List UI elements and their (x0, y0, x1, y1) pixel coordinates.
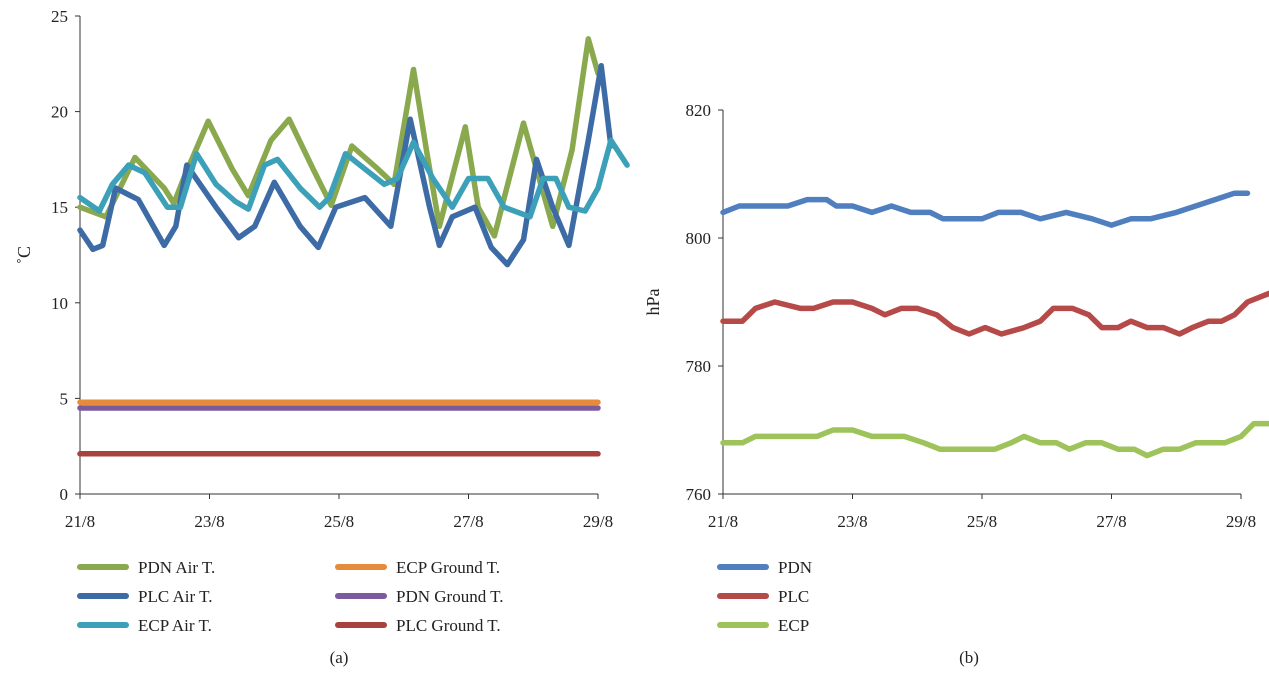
panel-b-pressure-chart: 760 780 800 820 21/8 23/8 25/8 27/8 29/8 hPa PDN PL… (643, 101, 1269, 667)
panel-label: (b) (959, 648, 979, 667)
legend-label: PDN Ground T. (396, 587, 504, 606)
y-tick-label: 5 (60, 389, 69, 408)
x-tick-label: 25/8 (324, 512, 354, 531)
x-tick-label: 27/8 (453, 512, 483, 531)
series-line-pdn (720, 190, 1251, 228)
series-line-pdn-air-t (77, 36, 601, 239)
y-tick-label: 15 (51, 198, 68, 217)
y-tick-label: 20 (51, 103, 68, 122)
panel-a-temperature-chart: 0 5 10 15 20 25 21/8 23/8 25/8 27/8 29/8 ˚C PDN Air … (14, 7, 630, 667)
legend-label: ECP Ground T. (396, 558, 500, 577)
x-tick-label: 29/8 (583, 512, 613, 531)
x-tick-label: 25/8 (967, 512, 997, 531)
x-tick-label: 23/8 (194, 512, 224, 531)
y-tick-label: 760 (686, 485, 712, 504)
y-tick-label: 25 (51, 7, 68, 26)
y-tick-label: 800 (686, 229, 712, 248)
legend-label: PDN Air T. (138, 558, 215, 577)
legend-label: PDN (778, 558, 812, 577)
legend-label: PLC Air T. (138, 587, 212, 606)
x-tick-label: 21/8 (708, 512, 738, 531)
y-tick-label: 820 (686, 101, 712, 120)
panel-label: (a) (330, 648, 349, 667)
legend-label: ECP Air T. (138, 616, 212, 635)
series-line-plc (720, 290, 1269, 337)
x-tick-label: 27/8 (1096, 512, 1126, 531)
y-tick-label: 0 (60, 485, 69, 504)
legend-label: PLC Ground T. (396, 616, 501, 635)
x-tick-label: 29/8 (1226, 512, 1256, 531)
series-line-ecp-air-t (77, 137, 630, 220)
y-axis-label: ˚C (14, 246, 34, 264)
y-tick-label: 780 (686, 357, 712, 376)
y-axis-label: hPa (643, 288, 663, 315)
series-line-ecp (720, 420, 1269, 459)
legend-label: PLC (778, 587, 809, 606)
legend-label: ECP (778, 616, 809, 635)
x-tick-label: 23/8 (837, 512, 867, 531)
x-tick-label: 21/8 (65, 512, 95, 531)
y-tick-label: 10 (51, 294, 68, 313)
series-line-plc-air-t (77, 62, 614, 268)
